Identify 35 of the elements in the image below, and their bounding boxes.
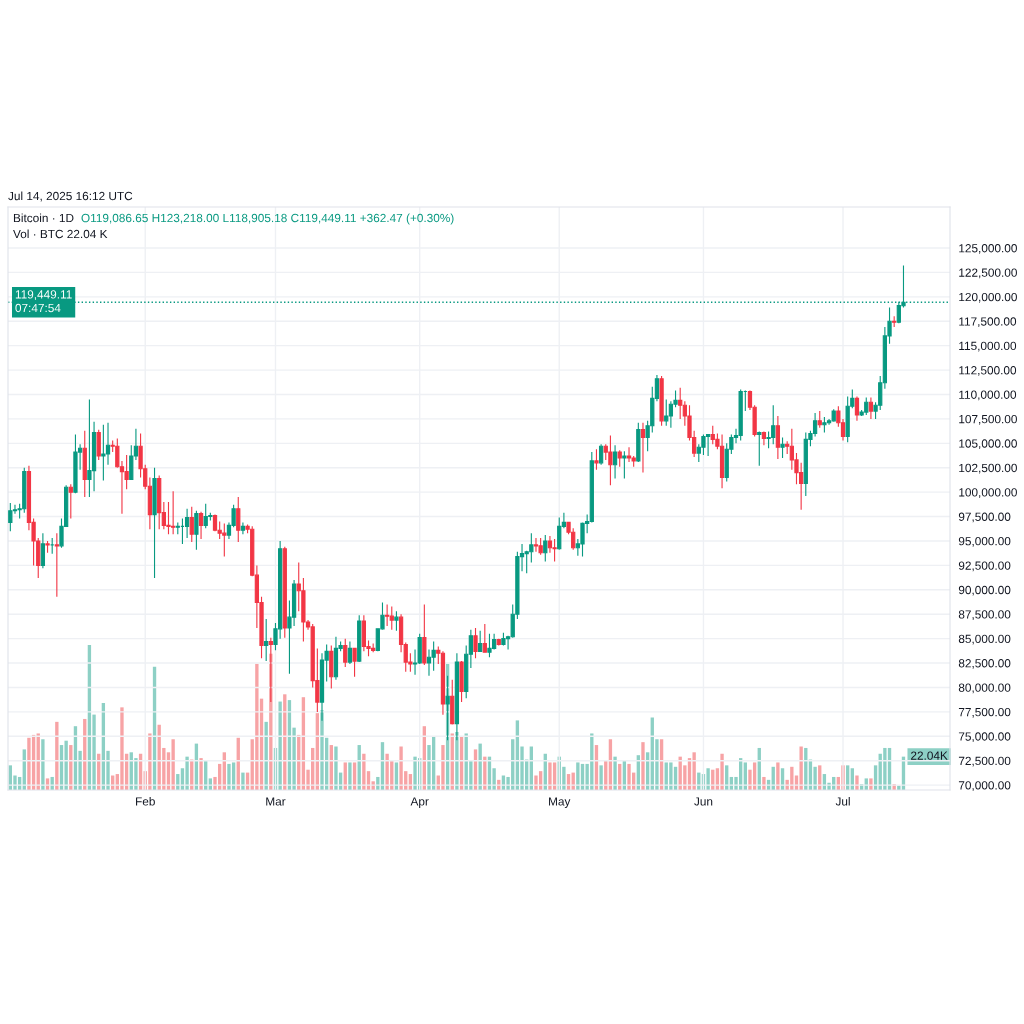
ref-line-label: 119,449.11 07:47:54 [15, 290, 72, 313]
text: Jul 14, 2025 16:12 UTC [8, 191, 133, 202]
y-tick-label: 90,000.00 [958, 585, 1011, 596]
annotation: 22.04K [911, 751, 948, 760]
y-tick-label: 122,500.00 [959, 268, 1017, 279]
y-tick-label: 102,500.00 [959, 463, 1017, 474]
x-tick-label: Apr [410, 797, 429, 808]
y-tick-label: 82,500.00 [958, 659, 1011, 669]
text: O119,086.65 H123,218.00 L118,905.18 C119,449.11 +362.47 (+0.30%) [81, 213, 454, 225]
x-tick-label: May [549, 797, 571, 808]
y-tick-label: 80,000.00 [958, 683, 1011, 694]
y-tick-label: 105,000.00 [959, 439, 1017, 450]
y-tick-label: 72,500.00 [958, 756, 1011, 767]
y-tick-label: 77,500.00 [958, 707, 1011, 718]
y-tick-label: 112,500.00 [959, 366, 1017, 376]
y-tick-label: 85,000.00 [958, 634, 1011, 645]
x-tick-label: Jul [835, 796, 850, 806]
y-tick-label: 125,000.00 [959, 244, 1017, 254]
y-tick-label: 92,500.00 [958, 561, 1011, 572]
y-tick-label: 115,000.00 [959, 341, 1017, 352]
y-tick-label: 117,500.00 [959, 317, 1017, 328]
x-tick-label: Jun [694, 797, 713, 806]
y-tick-label: 70,000.00 [958, 781, 1011, 791]
y-tick-label: 120,000.00 [959, 292, 1017, 303]
y-tick-label: 75,000.00 [958, 732, 1011, 743]
chart-title: Bitcoin · 1D [13, 213, 74, 223]
y-tick-label: 87,500.00 [958, 610, 1011, 621]
y-tick-label: 95,000.00 [958, 537, 1011, 547]
y-tick-label: 97,500.00 [958, 512, 1011, 523]
y-tick-label: 110,000.00 [959, 390, 1017, 401]
x-tick-label: Mar [266, 797, 286, 806]
chart-title: Vol · BTC 22.04 K [13, 229, 108, 239]
y-tick-label: 100,000.00 [959, 488, 1017, 498]
x-tick-label: Feb [136, 796, 155, 806]
y-tick-label: 107,500.00 [959, 414, 1017, 425]
